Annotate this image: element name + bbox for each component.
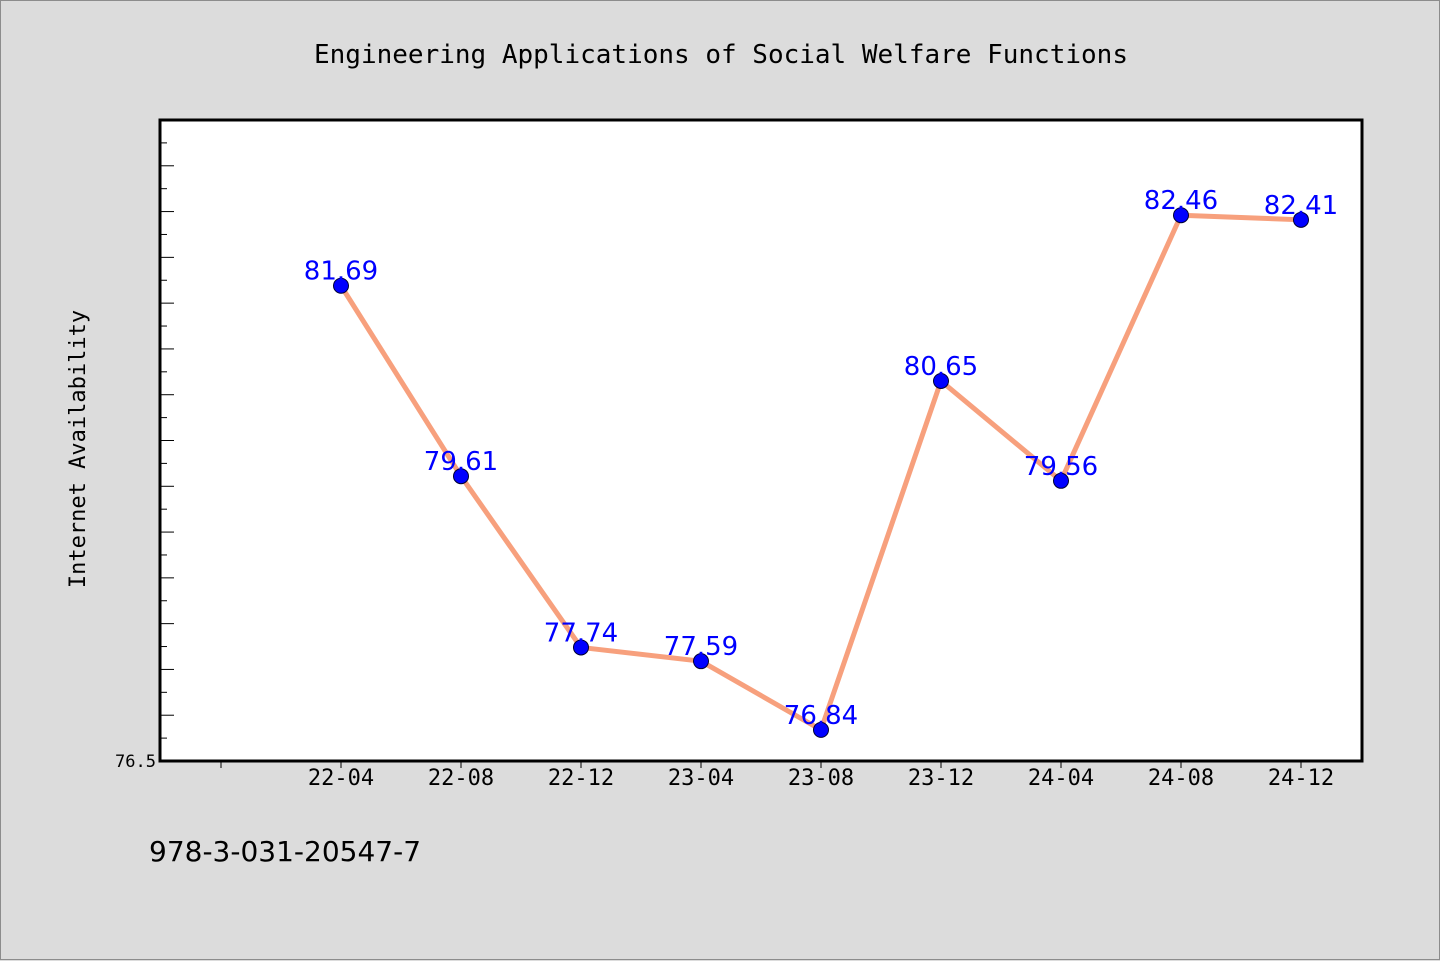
plot-area	[158, 118, 1364, 763]
data-point	[1053, 472, 1069, 489]
x-tick-label: 23-04	[668, 766, 734, 791]
data-label: 82.41	[1264, 191, 1338, 221]
x-tick-label: 24-12	[1268, 766, 1334, 791]
data-label: 76.84	[784, 701, 858, 731]
x-tick-label: 22-12	[548, 766, 614, 791]
x-tick-label: 23-12	[908, 766, 974, 791]
data-label: 77.59	[664, 632, 738, 662]
data-point	[453, 468, 469, 485]
y-axis-label: Internet Availability	[66, 310, 91, 588]
chart-title: Engineering Applications of Social Welfa…	[314, 40, 1128, 70]
data-point	[1293, 211, 1309, 228]
data-label: 79.56	[1024, 452, 1098, 482]
x-tick-label: 23-08	[788, 766, 854, 791]
data-label: 79.61	[424, 447, 498, 477]
y-tick-label: 76.5	[115, 752, 156, 772]
data-point	[813, 721, 829, 738]
data-point	[693, 653, 709, 670]
data-point	[933, 372, 949, 389]
x-tick-label: 24-04	[1028, 766, 1094, 791]
data-point	[573, 639, 589, 656]
data-point	[333, 277, 349, 294]
isbn-footer: 978-3-031-20547-7	[149, 835, 422, 868]
data-label: 81.69	[304, 257, 378, 287]
x-axis-ticks: 22-04 22-08 22-12 23-04 23-08 23-12 24-04 24-08…	[220, 761, 1334, 791]
data-label: 82.46	[1144, 186, 1218, 216]
x-tick-label: 22-08	[428, 766, 494, 791]
x-tick-label: 22-04	[308, 766, 374, 791]
y-axis-ticks: 76.5	[115, 119, 174, 772]
x-tick-label: 24-08	[1148, 766, 1214, 791]
data-label: 77.74	[544, 618, 618, 648]
series-layer: 81.69 79.61 77.74 77.59 76.84 80.65 79.56 82.46…	[304, 186, 1338, 738]
data-point	[1173, 207, 1189, 224]
data-label: 80.65	[904, 352, 978, 382]
